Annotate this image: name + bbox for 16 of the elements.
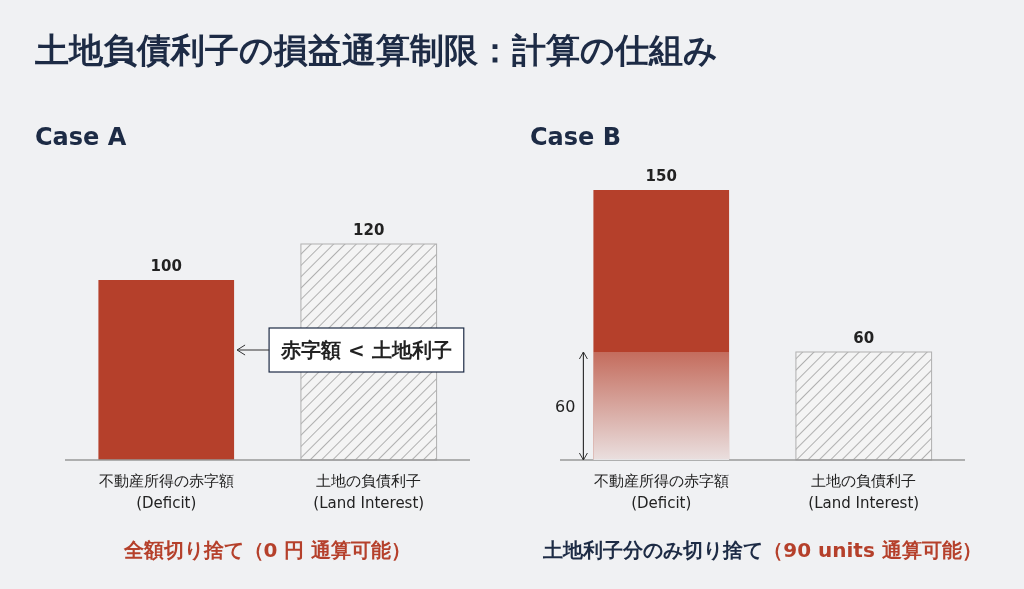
x-tick-label: 不動産所得の赤字額 (Deficit) (98, 472, 234, 512)
text: 土地利子分のみ切り捨て (542, 538, 764, 562)
text: 全額切り捨て（0 円 通算可能） (122, 538, 412, 562)
chart-subtitle: Case B (530, 123, 622, 151)
chart-subtitle: Case A (35, 123, 127, 151)
data-label: 150 (645, 167, 677, 185)
text: （90 units 通算可能） (763, 538, 982, 562)
x-tick-label: 土地の負債利子 (Land Interest) (313, 472, 425, 512)
band-label: 60 (555, 397, 576, 416)
chart-title: 土地負債利子の損益通算制限：計算の仕組み (34, 30, 718, 70)
x-tick-label: 不動産所得の赤字額 (Deficit) (593, 472, 729, 512)
x-tick-label: 土地の負債利子 (Land Interest) (808, 472, 920, 512)
data-label: 60 (853, 329, 875, 347)
annotation: 赤字額 < 土地利子 (280, 338, 452, 362)
data-label: 100 (150, 257, 182, 275)
data-label: 120 (353, 221, 385, 239)
